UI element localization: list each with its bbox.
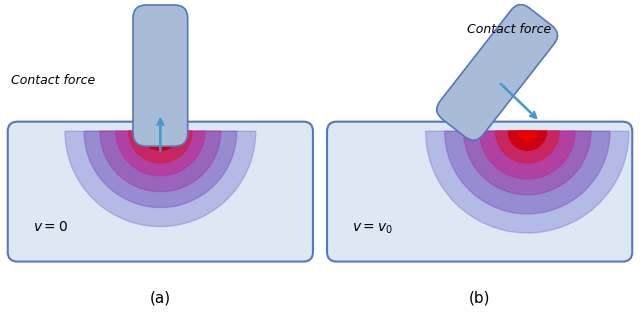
- Polygon shape: [151, 131, 170, 141]
- Text: $\mathit{v} = 0$: $\mathit{v} = 0$: [33, 220, 68, 234]
- FancyBboxPatch shape: [8, 122, 313, 261]
- FancyBboxPatch shape: [133, 5, 188, 146]
- FancyBboxPatch shape: [436, 5, 557, 140]
- Text: Contact force: Contact force: [11, 74, 95, 86]
- Polygon shape: [100, 131, 221, 192]
- Polygon shape: [445, 131, 610, 214]
- Polygon shape: [426, 131, 629, 233]
- Polygon shape: [84, 131, 237, 208]
- Polygon shape: [479, 131, 575, 179]
- Polygon shape: [495, 131, 559, 163]
- FancyBboxPatch shape: [327, 122, 632, 261]
- Polygon shape: [116, 131, 205, 176]
- Text: (b): (b): [469, 291, 490, 306]
- Text: Contact force: Contact force: [467, 22, 551, 36]
- Polygon shape: [65, 131, 256, 227]
- Polygon shape: [518, 131, 537, 141]
- Polygon shape: [464, 131, 591, 195]
- Polygon shape: [129, 131, 192, 163]
- Polygon shape: [141, 131, 179, 150]
- Polygon shape: [508, 131, 547, 150]
- Text: $\mathit{v} = v_0$: $\mathit{v} = v_0$: [353, 221, 394, 236]
- Text: (a): (a): [150, 291, 171, 306]
